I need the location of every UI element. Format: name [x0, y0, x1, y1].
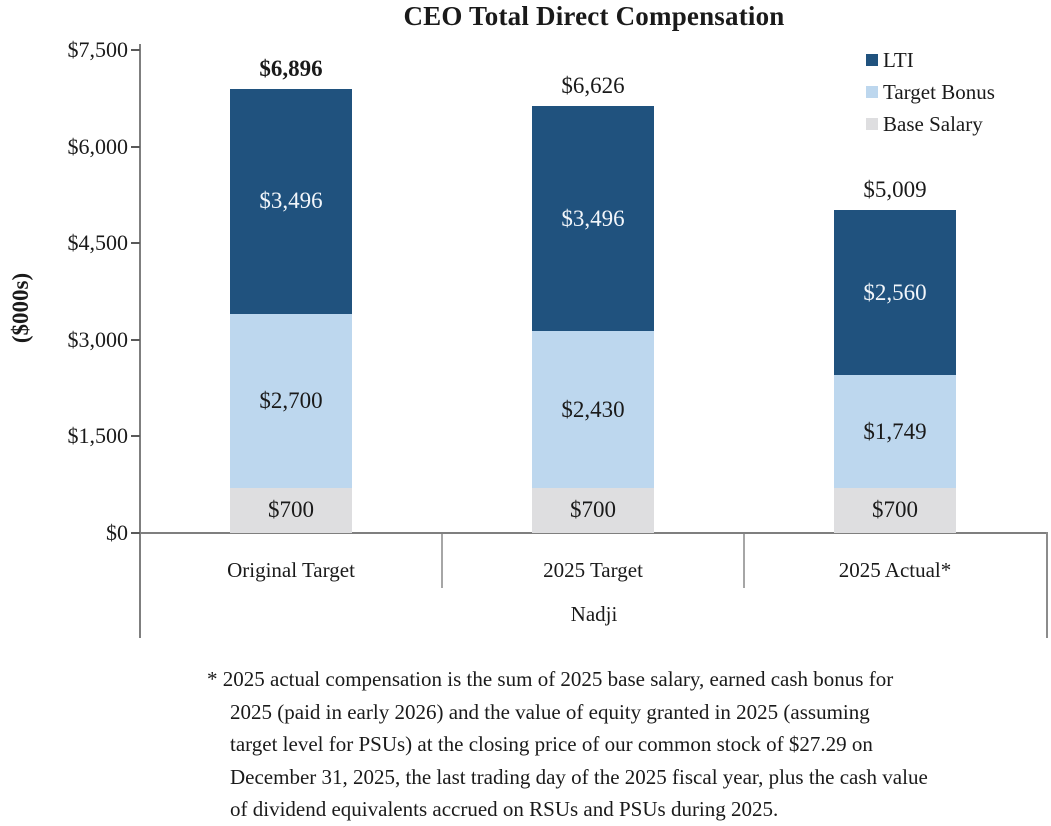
- y-tick-label: $3,000: [67, 326, 129, 352]
- segment-value-label: $2,700: [259, 387, 323, 413]
- segment-value-label: $700: [872, 497, 918, 523]
- y-tick-mark: [131, 338, 140, 341]
- segment-value-label: $700: [268, 497, 314, 523]
- legend-item: LTI: [866, 47, 914, 72]
- legend-swatch-icon: [866, 118, 878, 130]
- y-tick-mark: [131, 242, 140, 245]
- bar-segment-base-salary: $700: [230, 487, 352, 533]
- segment-value-label: $2,430: [561, 396, 625, 422]
- bar-total-label: $6,626: [561, 73, 625, 99]
- legend-swatch-icon: [866, 86, 878, 98]
- segment-value-label: $3,496: [259, 188, 323, 214]
- legend-item: Base Salary: [866, 111, 983, 136]
- bar-segment-target-bonus: $2,430: [532, 331, 654, 488]
- axis-right-border: [1046, 532, 1048, 638]
- legend-label: LTI: [883, 47, 914, 72]
- footnote-text: * 2025 actual compensation is the sum of…: [207, 667, 928, 821]
- axis-group-label: Nadji: [570, 602, 618, 626]
- category-label: 2025 Actual*: [838, 558, 952, 582]
- y-tick-label: $6,000: [67, 133, 129, 159]
- bar-segment-base-salary: $700: [532, 487, 654, 533]
- bar-segment-lti: $3,496: [532, 106, 654, 332]
- y-tick-mark: [131, 435, 140, 438]
- segment-value-label: $700: [570, 497, 616, 523]
- segment-value-label: $1,749: [863, 418, 927, 444]
- category-separator: [743, 534, 745, 588]
- category-label: 2025 Target: [543, 558, 643, 582]
- bar-segment-lti: $2,560: [834, 210, 956, 376]
- y-tick-mark: [131, 49, 140, 51]
- bar-segment-target-bonus: $1,749: [834, 375, 956, 488]
- y-tick-label: $4,500: [67, 230, 129, 256]
- bar-segment-lti: $3,496: [230, 88, 352, 315]
- y-axis-title: ($000s): [8, 272, 33, 344]
- legend-item: Target Bonus: [866, 79, 995, 104]
- segment-value-label: $3,496: [561, 205, 625, 231]
- category-label: Original Target: [227, 558, 355, 582]
- x-axis-baseline: [139, 532, 1048, 534]
- bar-total-label: $5,009: [863, 177, 927, 203]
- y-tick-label: $1,500: [67, 423, 129, 449]
- legend-label: Target Bonus: [883, 79, 995, 104]
- y-tick-mark: [131, 532, 140, 534]
- y-tick-label: $7,500: [67, 37, 129, 62]
- bar-segment-target-bonus: $2,700: [230, 314, 352, 488]
- bar-segment-base-salary: $700: [834, 487, 956, 533]
- legend-swatch-icon: [866, 54, 878, 66]
- y-axis-line: [139, 44, 141, 638]
- segment-value-label: $2,560: [863, 279, 927, 305]
- y-tick-mark: [131, 145, 140, 148]
- legend-label: Base Salary: [883, 111, 983, 136]
- bar-total-label: $6,896: [259, 55, 323, 81]
- category-separator: [441, 534, 443, 588]
- chart-title: CEO Total Direct Compensation: [403, 1, 785, 31]
- y-tick-label: $0: [106, 520, 128, 545]
